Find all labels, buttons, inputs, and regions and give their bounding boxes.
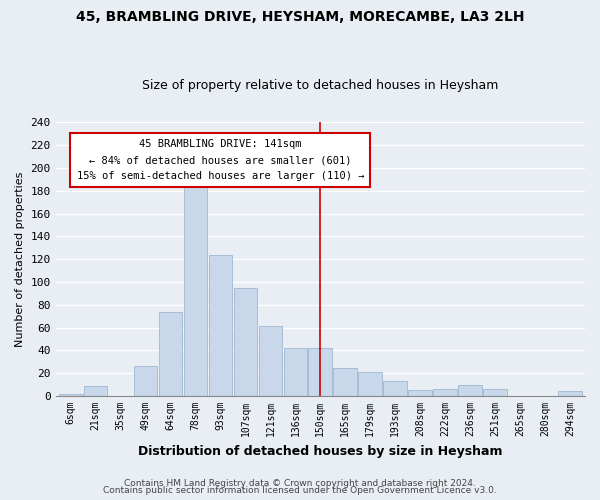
Bar bbox=[59, 394, 83, 396]
Bar bbox=[334, 368, 357, 396]
Y-axis label: Number of detached properties: Number of detached properties bbox=[15, 172, 25, 347]
Bar bbox=[233, 288, 257, 396]
Bar bbox=[558, 392, 582, 396]
Bar bbox=[84, 386, 107, 396]
Bar bbox=[383, 381, 407, 396]
Bar bbox=[209, 254, 232, 396]
Bar bbox=[284, 348, 307, 396]
Text: Contains public sector information licensed under the Open Government Licence v3: Contains public sector information licen… bbox=[103, 486, 497, 495]
Title: Size of property relative to detached houses in Heysham: Size of property relative to detached ho… bbox=[142, 79, 499, 92]
Bar bbox=[433, 389, 457, 396]
Bar bbox=[308, 348, 332, 396]
Bar bbox=[259, 326, 282, 396]
Bar bbox=[184, 170, 208, 396]
Bar bbox=[409, 390, 432, 396]
Text: 45 BRAMBLING DRIVE: 141sqm
← 84% of detached houses are smaller (601)
15% of sem: 45 BRAMBLING DRIVE: 141sqm ← 84% of deta… bbox=[77, 140, 364, 180]
Bar bbox=[134, 366, 157, 396]
X-axis label: Distribution of detached houses by size in Heysham: Distribution of detached houses by size … bbox=[138, 444, 503, 458]
Bar bbox=[458, 384, 482, 396]
Bar bbox=[358, 372, 382, 396]
Text: 45, BRAMBLING DRIVE, HEYSHAM, MORECAMBE, LA3 2LH: 45, BRAMBLING DRIVE, HEYSHAM, MORECAMBE,… bbox=[76, 10, 524, 24]
Text: Contains HM Land Registry data © Crown copyright and database right 2024.: Contains HM Land Registry data © Crown c… bbox=[124, 478, 476, 488]
Bar bbox=[483, 389, 507, 396]
Bar bbox=[158, 312, 182, 396]
